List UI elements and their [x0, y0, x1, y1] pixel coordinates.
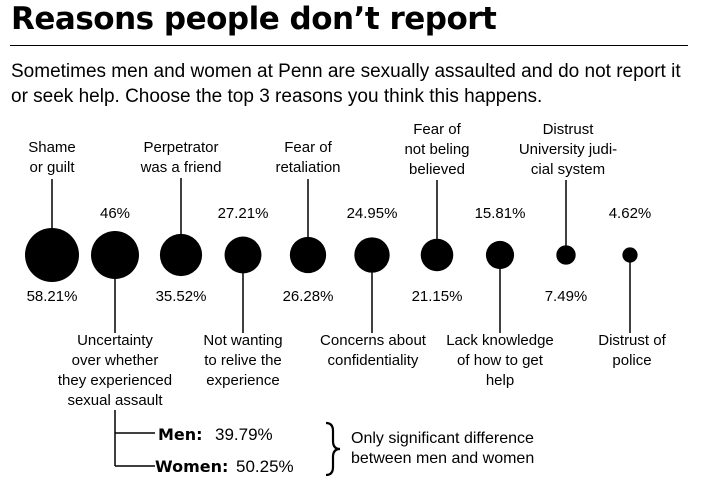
bubble: [556, 245, 576, 265]
value-label: 27.21%: [218, 205, 269, 222]
value-label: 46%: [100, 205, 130, 222]
bubble: [420, 238, 454, 272]
bubble: [90, 230, 140, 280]
value-label: 35.52%: [156, 288, 207, 305]
difference-note: Only significant difference between men a…: [351, 430, 534, 467]
breakdown-women-label: Women:: [155, 457, 228, 476]
category-label: Concerns about confidentiality: [320, 332, 427, 369]
breakdown-men-label: Men:: [158, 425, 203, 444]
bubble: [485, 240, 515, 270]
title-rule: [10, 45, 688, 46]
value-label: 24.95%: [347, 205, 398, 222]
subtitle: Sometimes men and women at Penn are sexu…: [11, 61, 681, 107]
value-label: 4.62%: [609, 205, 652, 222]
bubble: [25, 228, 79, 282]
category-label: Lack knowledge of how to get help: [446, 332, 554, 389]
bubble: [159, 233, 203, 277]
value-label: 26.28%: [283, 288, 334, 305]
category-label: Perpetrator was a friend: [140, 139, 222, 176]
page-title: Reasons people don’t report: [11, 1, 497, 37]
brace-icon: [325, 421, 341, 477]
bubble: [289, 236, 327, 274]
bubble: [354, 237, 390, 273]
value-label: 7.49%: [545, 288, 588, 305]
value-label: 21.15%: [412, 288, 463, 305]
breakdown-men-value: 39.79%: [215, 425, 273, 444]
breakdown-women-value: 50.25%: [236, 457, 294, 476]
bubble: [224, 236, 262, 274]
category-label: Shame or guilt: [28, 139, 76, 176]
category-label: Fear of retaliation: [275, 139, 340, 176]
category-label: Distrust University judi-cial system: [519, 121, 617, 178]
bubble: [622, 247, 638, 263]
category-label: Uncertainty over whether they experienced s…: [58, 332, 172, 409]
category-label: Fear of not beling believed: [404, 121, 469, 178]
category-label: Distrust of police: [598, 332, 666, 369]
value-label: 58.21%: [27, 288, 78, 305]
value-label: 15.81%: [475, 205, 526, 222]
category-label: Not wanting to relive the experience: [203, 332, 282, 389]
